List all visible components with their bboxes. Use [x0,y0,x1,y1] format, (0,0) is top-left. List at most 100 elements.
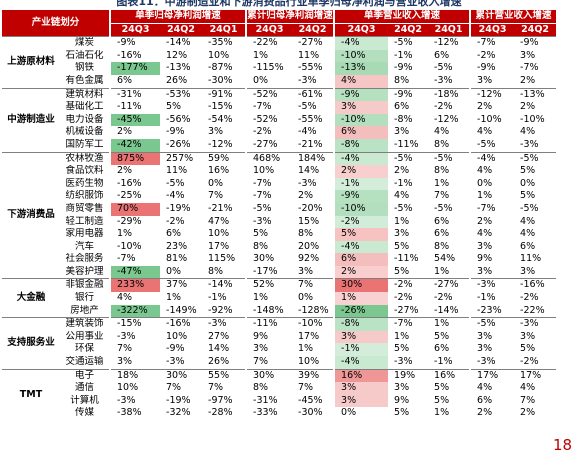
value-cell: 55% [202,368,247,383]
value-cell: -8% [333,138,389,153]
value-cell: -3% [394,356,413,368]
industry-name: 计算机 [70,394,99,406]
table-row: 大金融 非银金融 233% 37% -14% 52% 7% 30% -2% -27% -3% -16% [2,278,557,318]
value-cell: -5% [434,202,453,214]
value-cell: -10% [333,113,389,127]
value-cell: -5% [428,151,471,166]
value-cell: -1% [394,177,413,189]
value-cell: 26% [208,356,230,368]
value-cell: -11% [245,317,293,331]
industry-name: 房地产 [70,304,99,316]
value-cell: 30% [333,278,389,293]
value-cell: -9% [166,343,185,355]
value-cell: -1% [333,177,389,191]
value-cell: -7% [388,317,429,331]
value-cell: 0% [333,407,389,420]
value-cell: 16% [333,368,389,383]
value-cell: -4% [333,151,389,166]
value-cell: -27% [292,36,335,50]
title: 图表11：中游制造业和下游消费品行业单季归母净利润与营业收入增速 [116,0,462,8]
value-cell: 8% [298,228,314,240]
value-cell: 4% [469,165,515,178]
value-cell: 8% [245,382,293,395]
value-cell: -97% [208,394,233,406]
value-cell: -3% [109,394,161,408]
industry-name: 非银金融 [60,278,111,293]
industry-name: 通信 [75,382,95,394]
value-cell: 7% [292,278,335,293]
value-cell: 7% [298,382,314,394]
value-cell: -3% [514,317,557,331]
value-cell: -15% [208,101,233,113]
value-cell: 5% [394,240,410,252]
value-cell: -30% [298,407,323,419]
value-cell: 3% [333,394,389,408]
industry-name: 有色金属 [65,74,104,86]
value-cell: -9% [166,126,185,138]
table-row: 商贸零售 70% -19% -21% -5% -20% -10% -5% -5% -7% -5% [2,202,556,216]
value-cell: -13% [333,62,389,75]
value-cell: -15% [109,317,161,331]
value-cell: 3% [333,101,389,114]
header-sub: 24Q3 [469,22,515,37]
value-cell: -42% [109,138,161,153]
value-cell: 115% [208,253,236,265]
value-cell: -2% [388,278,429,293]
value-cell: 81% [166,253,188,265]
value-cell: -1% [208,292,227,304]
value-cell: -52% [245,87,293,102]
value-cell: 8% [245,240,293,254]
value-cell: 6% [434,215,450,227]
table-row: 美容护理 -47% 0% 8% -17% 3% 2% 5% 1% 3% 3% [2,265,556,279]
value-cell: 4% [520,382,536,394]
value-cell: 27% [208,330,230,342]
industry-name: 基础化工 [65,101,104,113]
value-cell: 184% [292,151,335,166]
value-cell: -7% [245,101,293,114]
value-cell: 2% [469,215,515,229]
industry-name: 美容护理 [65,265,104,277]
value-cell: -115% [245,62,293,75]
value-cell: 4% [333,74,389,89]
industry-name: 煤炭 [60,36,111,50]
header-sub: 24Q3 [245,22,293,37]
value-cell: -9% [333,190,389,203]
value-cell: -91% [202,87,247,102]
value-cell: 5% [520,190,536,202]
header-sub: 24Q2 [388,22,429,37]
value-cell: -5% [298,101,317,113]
value-cell: -5% [166,177,185,189]
value-cell: 8% [434,240,450,252]
value-cell: -25% [109,190,161,203]
header-sub: 24Q2 [292,22,335,37]
industry-name: 传媒 [75,407,95,419]
value-cell: -8% [394,113,413,125]
value-cell: 233% [109,278,161,293]
value-cell: -2% [469,49,515,63]
table-row: 电力设备 -45% -56% -54% -52% -55% -10% -8% -12% -10% -… [2,113,556,127]
value-cell: -16% [109,177,161,191]
value-cell: 1% [245,49,293,63]
value-cell: 7% [434,190,450,202]
value-cell: -3% [166,356,185,368]
value-cell: 16% [428,368,471,383]
header-group: 累计归母净利润增速 [245,10,335,24]
value-cell: -19% [166,202,191,214]
value-cell: -22% [520,304,545,316]
value-cell: -5% [469,138,515,153]
value-cell: -177% [109,62,161,75]
table-row: 纺织服饰 -25% -4% 7% -7% 2% -9% 4% 7% 1% 5% [2,190,556,203]
header-sub: 24Q1 [202,22,247,37]
value-cell: 4% [394,190,410,202]
value-cell: 1% [333,292,389,305]
value-cell: -9% [469,62,515,75]
section-name: TMT [2,368,60,420]
value-cell: 14% [298,165,320,177]
value-cell: 4% [469,126,515,139]
value-cell: 10% [166,330,188,342]
value-cell: 0% [469,177,515,191]
value-cell: 4% [434,126,450,138]
value-cell: 9% [245,330,293,344]
table-row: 医药生物 -16% -5% 0% -7% -3% -1% -1% 1% 0% 0% [2,177,556,191]
value-cell: 1% [434,177,450,189]
